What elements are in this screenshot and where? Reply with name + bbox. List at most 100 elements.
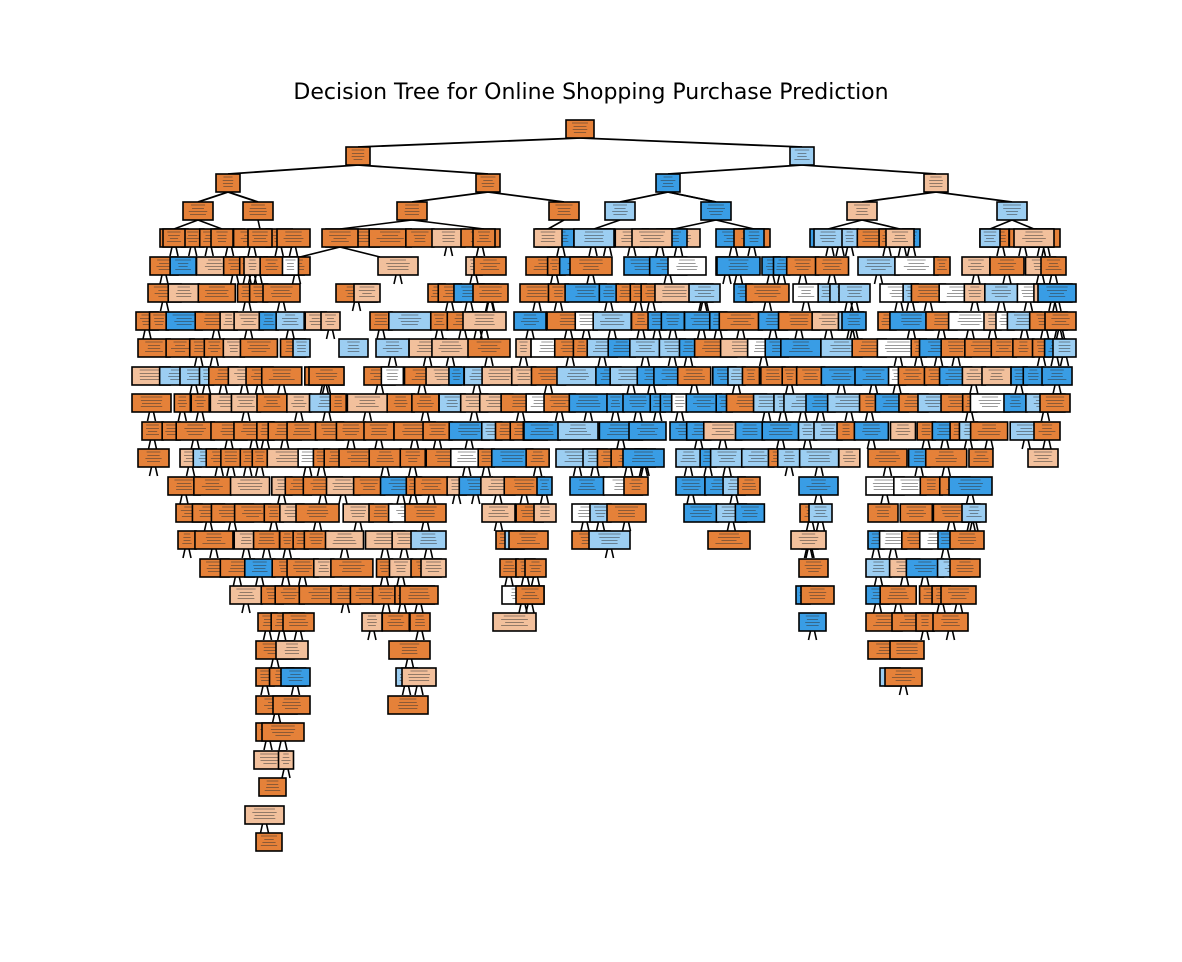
tree-edge bbox=[1052, 301, 1056, 312]
tree-edge bbox=[899, 576, 904, 587]
tree-edge bbox=[420, 411, 425, 422]
tree-edge bbox=[692, 494, 696, 505]
tree-edge bbox=[802, 439, 807, 450]
tree-edge bbox=[413, 466, 418, 477]
tree-edge bbox=[639, 301, 644, 312]
tree-edge bbox=[623, 466, 628, 477]
tree-node bbox=[569, 256, 613, 276]
tree-node bbox=[795, 366, 826, 386]
tree-edge bbox=[188, 548, 192, 559]
tree-node bbox=[194, 530, 234, 550]
tree-edge bbox=[411, 191, 489, 203]
tree-edge bbox=[886, 494, 890, 505]
tree-edge bbox=[719, 329, 724, 340]
tree-edge bbox=[469, 274, 473, 285]
tree-edge bbox=[1065, 356, 1070, 367]
tree-edge bbox=[940, 439, 944, 450]
tree-edge bbox=[357, 164, 489, 175]
tree-edge bbox=[321, 384, 326, 395]
tree-node bbox=[716, 256, 761, 276]
tree-edge bbox=[1059, 356, 1064, 367]
tree-node bbox=[280, 667, 311, 687]
tree-edge bbox=[629, 466, 634, 477]
tree-edge bbox=[324, 494, 328, 505]
tree-edge bbox=[669, 274, 673, 285]
tree-node bbox=[281, 256, 300, 276]
tree-edge bbox=[842, 384, 847, 395]
tree-edge bbox=[193, 246, 198, 257]
tree-node bbox=[380, 366, 405, 386]
tree-edge bbox=[227, 521, 232, 532]
tree-edge bbox=[893, 356, 898, 367]
tree-edge bbox=[717, 439, 722, 450]
tree-edge bbox=[898, 384, 902, 395]
tree-node bbox=[220, 448, 242, 468]
tree-edge bbox=[325, 329, 330, 340]
tree-edge bbox=[627, 521, 632, 532]
tree-edge bbox=[182, 548, 186, 559]
tree-edge bbox=[941, 466, 945, 477]
tree-edge bbox=[276, 384, 281, 395]
tree-edge bbox=[906, 329, 911, 340]
tree-edge bbox=[288, 548, 293, 559]
tree-edge bbox=[959, 603, 964, 614]
tree-node bbox=[996, 201, 1028, 221]
tree-node bbox=[1003, 393, 1028, 413]
tree-node bbox=[190, 393, 210, 413]
tree-edge bbox=[230, 439, 234, 450]
tree-edge bbox=[532, 466, 537, 477]
tree-edge bbox=[215, 548, 219, 559]
tree-node bbox=[573, 228, 615, 248]
tree-node bbox=[388, 558, 414, 578]
tree-edge bbox=[429, 548, 434, 559]
tree-edge bbox=[1056, 356, 1060, 367]
tree-edge bbox=[939, 356, 944, 367]
tree-edge bbox=[224, 439, 228, 450]
tree-edge bbox=[242, 301, 246, 312]
tree-node bbox=[889, 421, 917, 441]
tree-edge bbox=[532, 301, 536, 312]
tree-edge bbox=[809, 548, 814, 559]
tree-edge bbox=[993, 329, 998, 340]
tree-edge bbox=[975, 521, 979, 532]
tree-edge bbox=[722, 466, 726, 477]
tree-edge bbox=[782, 274, 787, 285]
tree-node bbox=[798, 448, 840, 468]
tree-edge bbox=[393, 356, 398, 367]
tree-node bbox=[368, 228, 412, 248]
tree-edge bbox=[972, 521, 976, 532]
tree-node bbox=[889, 640, 925, 660]
tree-node bbox=[800, 585, 835, 605]
tree-node bbox=[592, 311, 632, 331]
tree-edge bbox=[259, 823, 264, 834]
tree-edge bbox=[667, 164, 803, 175]
tree-edge bbox=[713, 329, 718, 340]
tree-node bbox=[949, 530, 985, 550]
tree-edge bbox=[807, 630, 812, 641]
tree-edge bbox=[545, 494, 550, 505]
tree-edge bbox=[989, 219, 1013, 230]
tree-node bbox=[508, 530, 549, 550]
tree-node bbox=[734, 503, 766, 523]
tree-edge bbox=[868, 384, 873, 395]
tree-node bbox=[568, 393, 609, 413]
tree-edge bbox=[594, 246, 598, 257]
tree-edge bbox=[951, 356, 955, 367]
tree-edge bbox=[563, 329, 568, 340]
tree-edge bbox=[159, 274, 163, 285]
tree-edge bbox=[604, 548, 609, 559]
tree-node bbox=[346, 393, 389, 413]
tree-edge bbox=[784, 384, 789, 395]
tree-node bbox=[785, 256, 820, 276]
tree-node bbox=[853, 421, 890, 441]
tree-node bbox=[404, 503, 447, 523]
tree-edge bbox=[328, 411, 332, 422]
tree-edge bbox=[1059, 329, 1064, 340]
tree-node bbox=[388, 640, 431, 660]
tree-edge bbox=[196, 439, 200, 450]
tree-edge bbox=[382, 329, 386, 340]
tree-edge bbox=[590, 466, 594, 477]
tree-edge bbox=[823, 329, 828, 340]
tree-node bbox=[525, 448, 550, 468]
tree-edge bbox=[764, 356, 769, 367]
